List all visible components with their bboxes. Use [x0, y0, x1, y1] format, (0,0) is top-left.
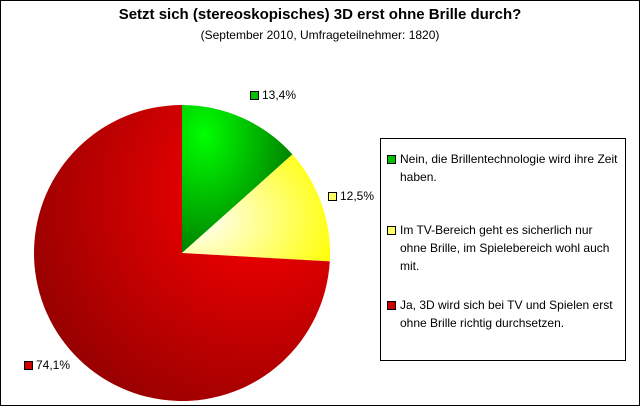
legend-swatch	[387, 226, 396, 235]
chart-legend: Nein, die Brillentechnologie wird ihre Z…	[380, 138, 626, 361]
pie-slice-tv-bereich	[182, 154, 330, 262]
data-label-text: 12,5%	[340, 189, 375, 203]
data-label-text: 13,4%	[262, 88, 297, 102]
pie-slice-nein	[182, 105, 293, 253]
legend-label: Ja, 3D wird sich bei TV und Spielen erst…	[400, 298, 613, 330]
data-label-ja: 74,1%	[24, 358, 70, 372]
data-label-swatch	[328, 191, 337, 201]
legend-swatch	[387, 301, 396, 310]
legend-item-nein: Nein, die Brillentechnologie wird ihre Z…	[387, 150, 621, 186]
data-label-swatch	[250, 90, 259, 100]
legend-label: Im TV-Bereich geht es sicherlich nur ohn…	[400, 223, 610, 273]
legend-label: Nein, die Brillentechnologie wird ihre Z…	[400, 152, 618, 184]
data-label-text: 74,1%	[36, 358, 71, 372]
legend-swatch	[387, 155, 396, 164]
data-label-tv-bereich: 12,5%	[328, 189, 374, 203]
legend-item-ja: Ja, 3D wird sich bei TV und Spielen erst…	[387, 296, 621, 332]
data-label-swatch	[24, 360, 33, 370]
chart-title: Setzt sich (stereoskopisches) 3D erst oh…	[118, 6, 522, 23]
chart-subtitle: (September 2010, Umfrageteilnehmer: 1820…	[200, 28, 440, 42]
data-label-nein: 13,4%	[250, 88, 296, 102]
pie-slice-ja	[33, 104, 330, 401]
legend-item-tv-bereich: Im TV-Bereich geht es sicherlich nur ohn…	[387, 221, 621, 275]
